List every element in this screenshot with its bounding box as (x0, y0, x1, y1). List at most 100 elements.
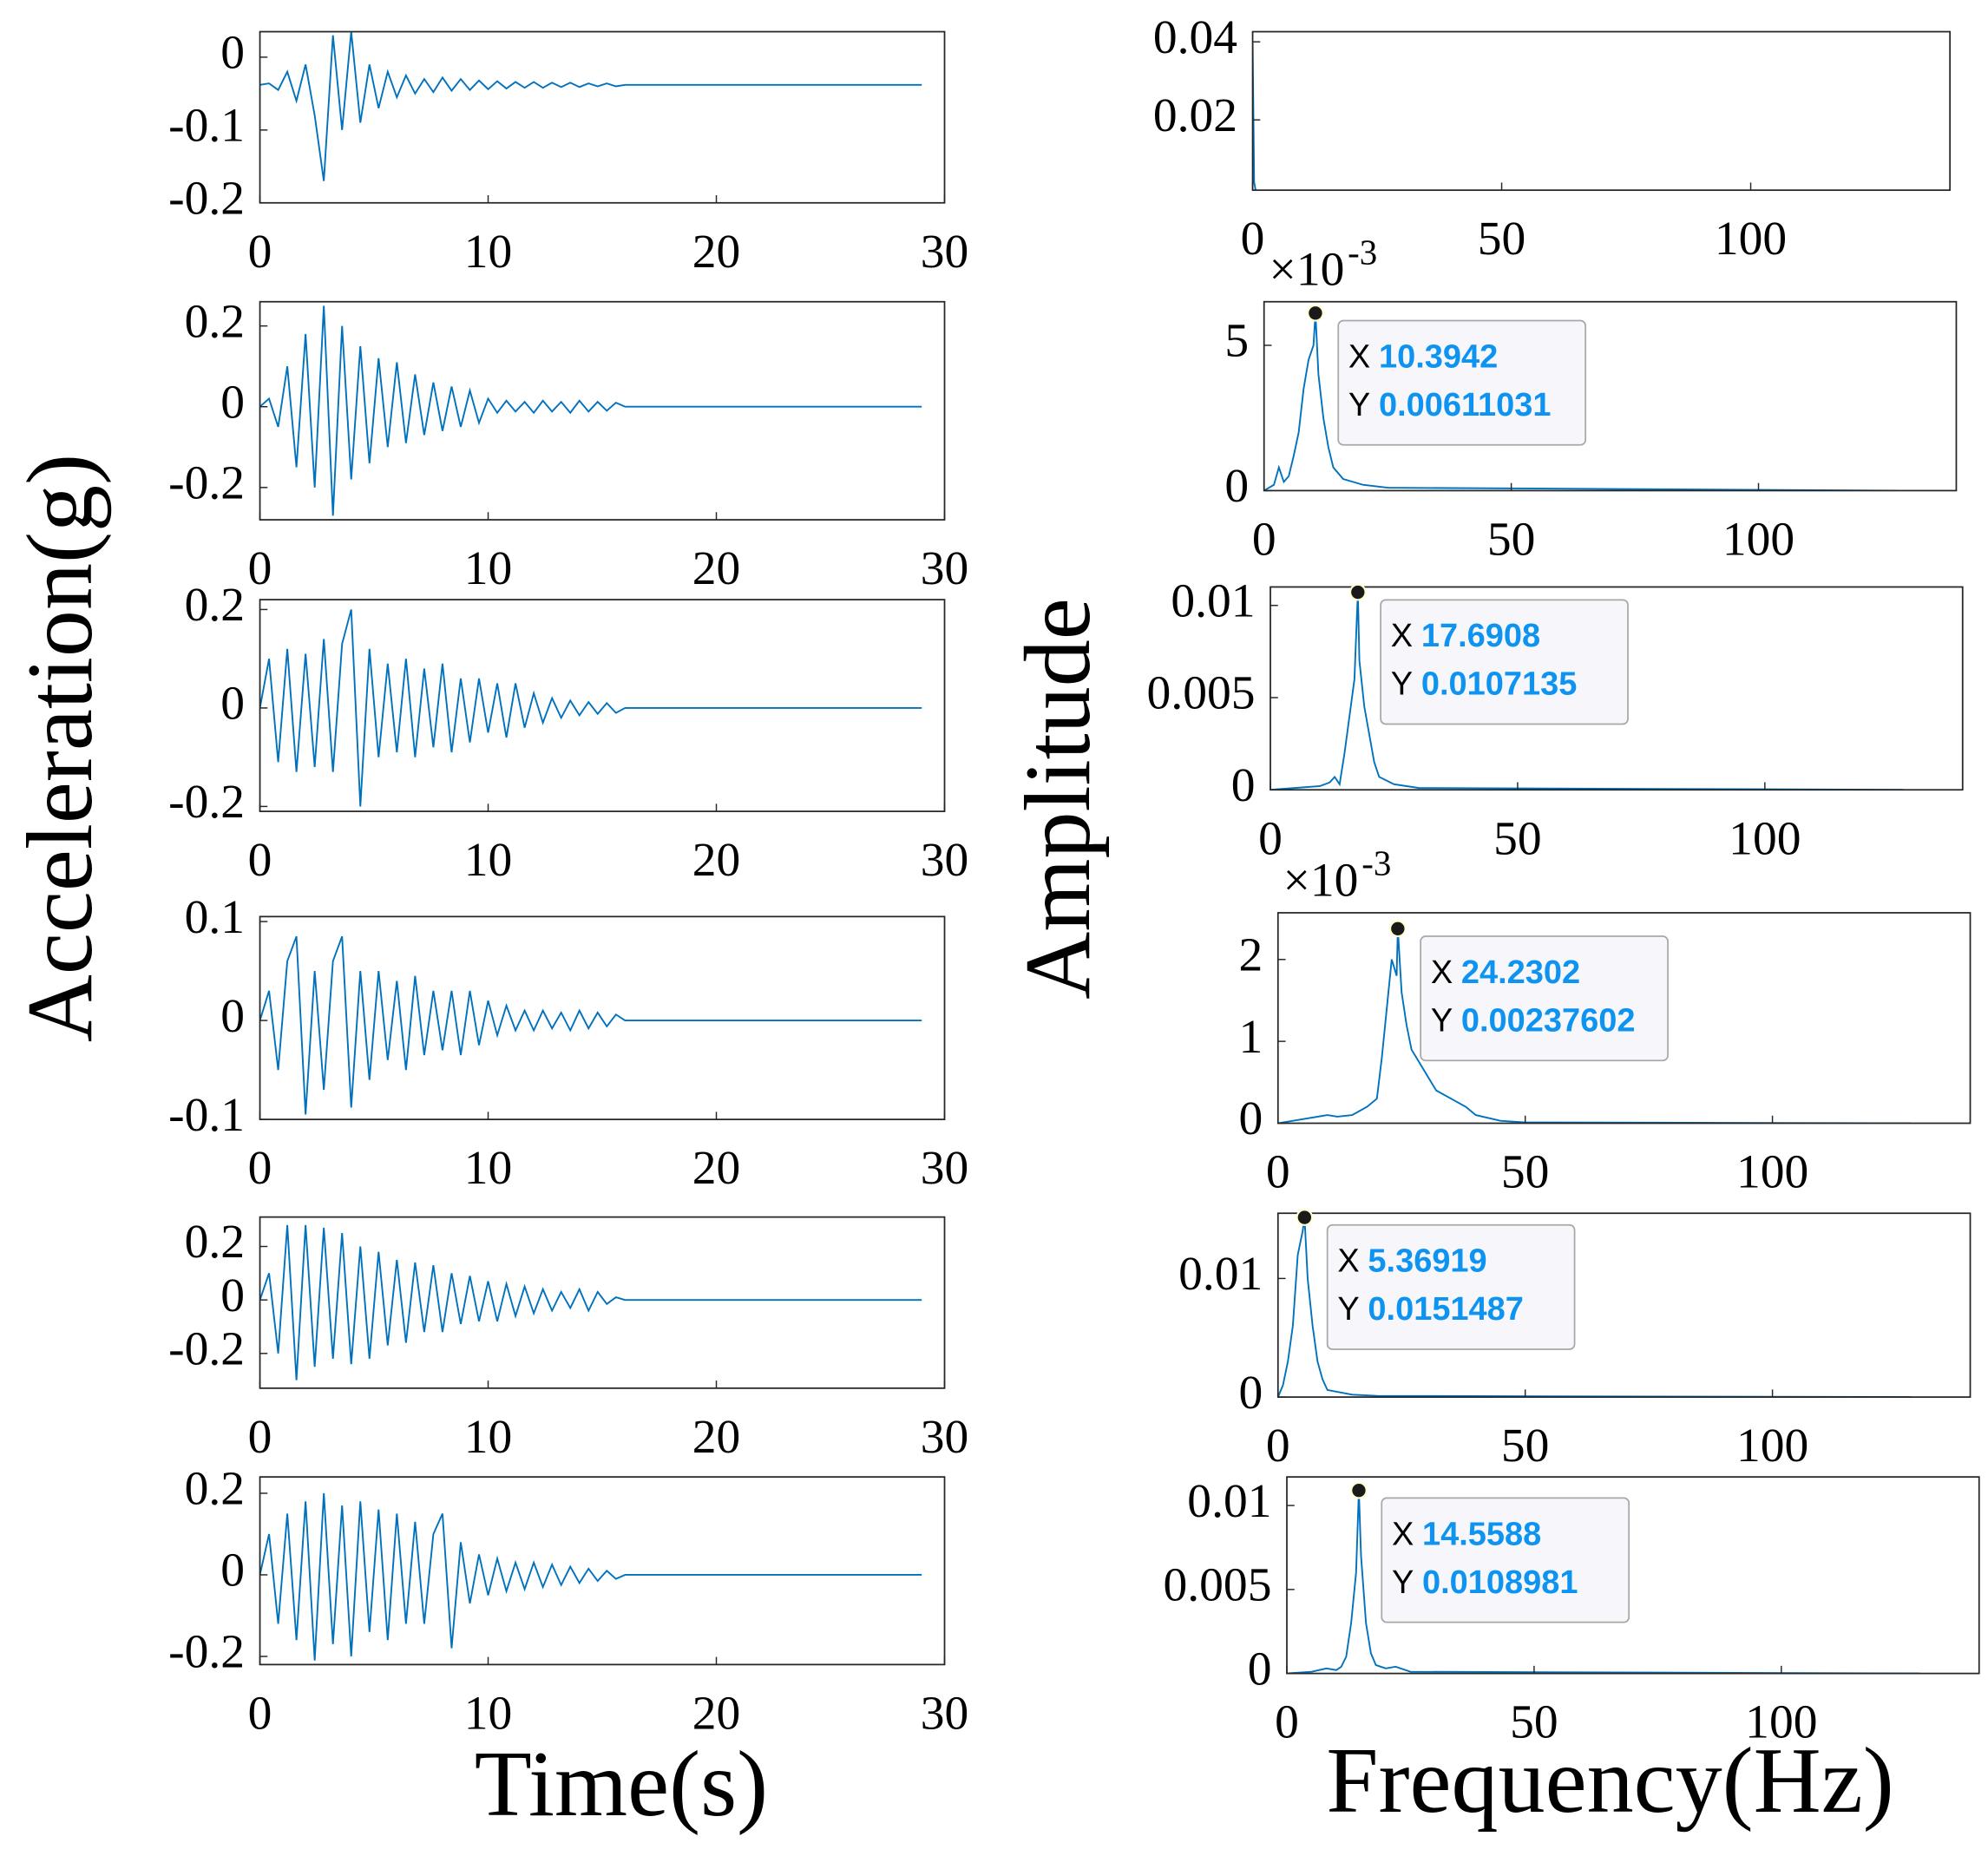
x-tick-label: 20 (692, 834, 741, 887)
datatip-box (1381, 1497, 1630, 1623)
x-tick-label: 10 (464, 542, 513, 595)
y-tick-label: -0.1 (168, 100, 245, 153)
axes-box (259, 915, 946, 1120)
x-tick-label: 100 (1722, 514, 1794, 567)
x-tick-label: 30 (921, 1687, 969, 1740)
datatip-box (1380, 599, 1629, 725)
datatip-y-value: 0.0107135 (1421, 666, 1577, 703)
y-tick-label: 0.01 (1187, 1475, 1271, 1528)
datatip-marker (1348, 583, 1367, 601)
axes-box (1251, 30, 1952, 192)
axes-box (259, 1216, 946, 1389)
x-tick-label: 20 (692, 1411, 741, 1464)
datatip-y-value: 0.0151487 (1368, 1291, 1523, 1328)
y-tick-label: 0 (220, 1269, 245, 1322)
y-tick-label: 0 (220, 376, 245, 429)
x-tick-label: 10 (464, 1687, 513, 1740)
y-tick-label: 0 (1248, 1643, 1272, 1695)
axes-box (259, 30, 946, 204)
datatip-marker (1307, 304, 1324, 322)
x-tick-label: 20 (692, 1142, 741, 1195)
y-tick-label: 0 (220, 27, 245, 80)
y-tick-label: 5 (1224, 315, 1249, 368)
y-tick-label: -0.2 (168, 457, 245, 510)
y-tick-label: -0.2 (168, 776, 245, 829)
x-tick-label: 100 (1736, 1146, 1808, 1199)
y-tick-label: 0 (1238, 1367, 1263, 1420)
y-tick-label: 1 (1238, 1011, 1263, 1064)
data-line (1277, 928, 1912, 1124)
data-line (1270, 592, 1904, 790)
datatip-x-value: 5.36919 (1368, 1243, 1486, 1280)
y-tick-label: -0.2 (168, 1626, 245, 1679)
datatip-box (1337, 319, 1587, 446)
y-tick-label: 0.2 (185, 1216, 245, 1269)
x-tick-label: 0 (1241, 213, 1265, 266)
x-tick-label: 100 (1736, 1420, 1808, 1472)
x-tick-label: 50 (1510, 1696, 1558, 1749)
datatip-x-name: X (1392, 1516, 1414, 1552)
x-tick-label: 50 (1487, 514, 1536, 567)
datatip-y-name: Y (1392, 1564, 1414, 1601)
y-tick-label: 0 (1224, 460, 1249, 513)
x-tick-label: 20 (692, 542, 741, 595)
datatip-x-value: 10.3942 (1379, 338, 1498, 375)
y-tick-label: 0.01 (1171, 574, 1255, 627)
datatip-y-name: Y (1337, 1291, 1359, 1328)
x-tick-label: 30 (921, 226, 969, 279)
datatip-marker (1350, 1481, 1368, 1499)
y-tick-label: 0.02 (1153, 89, 1237, 142)
y-tick-label: -0.2 (168, 1323, 245, 1376)
y-tick-label: 2 (1238, 928, 1263, 981)
data-line (259, 1492, 922, 1661)
y-tick-label: 0 (220, 1544, 245, 1597)
y-tick-label: 0.005 (1147, 667, 1256, 720)
y-tick-label: 0.005 (1164, 1559, 1272, 1612)
datatip-x-value: 14.5588 (1422, 1516, 1541, 1552)
y-tick-label: 0 (220, 678, 245, 731)
y-tick-label: 0 (1238, 1092, 1263, 1145)
y-tick-label: 0.2 (185, 579, 245, 632)
axes-box (1276, 912, 1972, 1125)
x-tick-label: 0 (248, 226, 272, 279)
x-tick-label: 0 (1258, 812, 1283, 865)
datatip-marker (1388, 920, 1407, 938)
datatip-x-name: X (1391, 618, 1413, 654)
x-tick-label: 50 (1478, 213, 1526, 266)
y-tick-label: 0.2 (185, 295, 245, 348)
axes-box (259, 1476, 946, 1666)
x-tick-label: 0 (248, 1687, 272, 1740)
datatip-x-value: 17.6908 (1421, 618, 1540, 654)
y-axis-label: Acceleration(g) (9, 454, 112, 1042)
axes-box (259, 599, 946, 812)
y-tick-label: 0.01 (1178, 1248, 1263, 1301)
x-tick-label: 0 (1266, 1146, 1290, 1199)
x-tick-label: 50 (1493, 812, 1542, 865)
y-tick-label: 0.04 (1153, 11, 1237, 64)
x-tick-label: 50 (1501, 1420, 1550, 1472)
datatip-box (1420, 935, 1669, 1062)
datatip-x-name: X (1348, 338, 1370, 375)
datatip-x-name: X (1337, 1243, 1359, 1280)
data-line (259, 31, 922, 181)
axes-box (259, 300, 946, 521)
datatip-x-name: X (1431, 954, 1453, 991)
data-line (1263, 312, 1898, 491)
axis-exponent: ×10 (1283, 855, 1359, 908)
x-tick-label: 100 (1729, 812, 1801, 865)
axis-exponent: ×10 (1270, 243, 1345, 296)
axes-box (1263, 300, 1958, 492)
axes-box (1276, 1212, 1972, 1398)
datatip-y-name: Y (1391, 666, 1413, 703)
x-tick-label: 100 (1715, 213, 1787, 266)
datatip-y-name: Y (1348, 387, 1370, 423)
x-tick-label: 0 (248, 542, 272, 595)
x-tick-label: 20 (692, 226, 741, 279)
datatip-y-value: 0.00237602 (1461, 1002, 1636, 1039)
datatip-box (1326, 1223, 1576, 1350)
axis-exponent-power: -3 (1361, 844, 1391, 883)
y-tick-label: -0.2 (168, 173, 245, 226)
x-axis-label: Frequency(Hz) (1326, 1729, 1893, 1833)
x-tick-label: 10 (464, 226, 513, 279)
